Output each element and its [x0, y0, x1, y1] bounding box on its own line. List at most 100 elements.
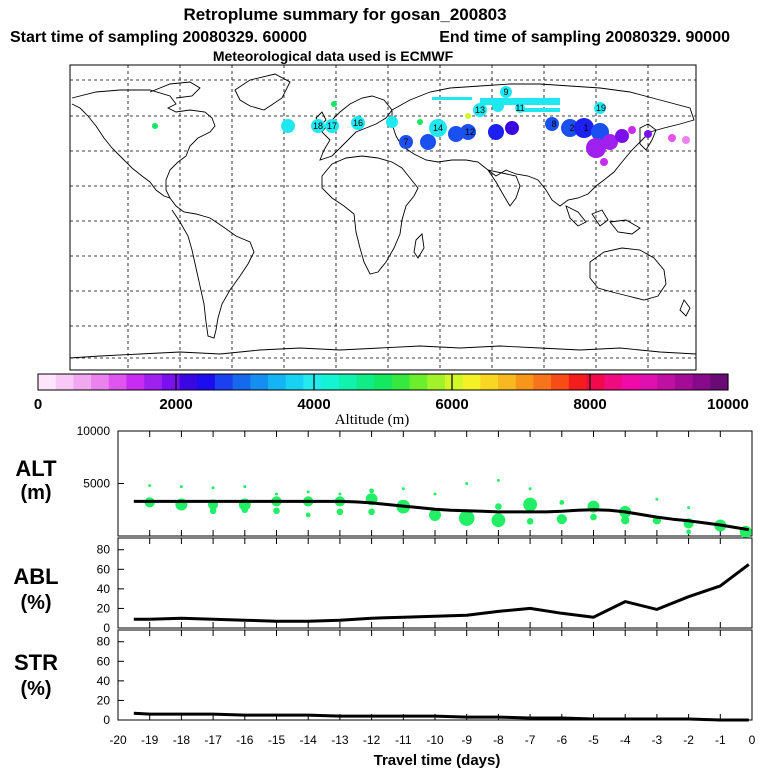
alt-marker: [526, 518, 534, 525]
map-grid: [70, 65, 696, 370]
colorbar-cell: [480, 374, 499, 390]
colorbar-cell: [161, 374, 181, 390]
x-tick-label: -9: [461, 733, 472, 747]
colorbar-cell: [356, 374, 375, 390]
colorbar-cell: [321, 374, 340, 390]
colorbar-cell: [498, 374, 517, 390]
colorbar-cell: [533, 374, 552, 390]
colorbar-cell: [268, 374, 287, 390]
alt-marker: [429, 509, 441, 521]
colorbar-cell: [568, 374, 588, 390]
met-data-label: Meteorological data used is ECMWF: [213, 48, 454, 64]
alt-marker: [528, 487, 532, 491]
alt-series-line: [133, 499, 750, 532]
colorbar-cell: [338, 374, 358, 390]
alt-marker: [491, 513, 506, 528]
x-tick-label: -1: [715, 733, 726, 747]
colorbar-cell: [551, 374, 570, 390]
colorbar-tick-label: 4000: [297, 396, 330, 413]
x-tick-label: -12: [363, 733, 381, 747]
svg-text:13: 13: [475, 105, 485, 115]
alt-ytick-label: 10000: [77, 424, 111, 438]
plume-markers: [152, 86, 690, 166]
alt-marker: [433, 492, 437, 496]
world-map: 19 18 17 16 14 13 12 11 9 8 7 2 1: [69, 64, 697, 371]
x-tick-label: -3: [652, 733, 663, 747]
abl-ytick-label: 0: [103, 621, 110, 635]
svg-text:1: 1: [583, 123, 588, 133]
colorbar-cell: [692, 374, 711, 390]
x-tick-label: -8: [493, 733, 504, 747]
abl-frame: [117, 537, 753, 629]
x-tick-label: -16: [236, 733, 254, 747]
x-tick-label: -7: [525, 733, 536, 747]
colorbar-tick-label: 0: [34, 396, 42, 413]
x-tick-label: -2: [683, 733, 694, 747]
alt-ylabel: ALT: [15, 456, 57, 481]
colorbar-cell: [710, 374, 729, 390]
coastlines: [69, 73, 697, 359]
alt-marker: [621, 516, 630, 525]
colorbar-cell: [674, 374, 694, 390]
str-ytick-label: 80: [97, 635, 111, 649]
colorbar-cell: [38, 374, 57, 390]
alt-marker: [401, 487, 405, 491]
alt-marker: [655, 497, 659, 501]
x-tick-label: -10: [426, 733, 444, 747]
svg-text:9: 9: [503, 87, 508, 97]
colorbar-cell: [214, 374, 234, 390]
colorbar-cell: [657, 374, 676, 390]
x-axis-label: Travel time (days): [374, 752, 501, 768]
alt-ytick-label: 5000: [83, 477, 110, 491]
colorbar-cell: [108, 374, 128, 390]
colorbar-cell: [462, 374, 481, 390]
abl-series-line: [133, 563, 750, 623]
alt-marker: [369, 488, 374, 494]
colorbar-cell: [427, 374, 446, 390]
panel-abl: 0 20 40 60 80 ABL (%): [13, 537, 753, 635]
colorbar-cell: [91, 374, 110, 390]
x-tick-label: -4: [620, 733, 631, 747]
alt-marker: [496, 478, 500, 482]
alt-marker: [590, 513, 597, 521]
str-ytick-label: 60: [97, 654, 111, 668]
svg-text:19: 19: [596, 103, 606, 113]
colorbar-cell: [144, 374, 163, 390]
time-series-panels: 5000 10000 ALT(m) 0 20 40 60 80 ABL (%) 0 20 40 60 80 S…: [13, 424, 755, 747]
svg-text:17: 17: [327, 121, 337, 131]
colorbar-tick-label: 6000: [435, 396, 468, 413]
alt-marker: [241, 506, 249, 514]
alt-marker: [209, 507, 217, 515]
alt-marker: [336, 508, 344, 516]
str-ytick-label: 0: [103, 713, 110, 727]
x-tick-label: -14: [300, 733, 318, 747]
colorbar-cell: [55, 374, 74, 390]
alt-ylabel-unit: (m): [20, 482, 51, 504]
abl-ytick-label: 20: [97, 601, 111, 615]
x-tick-label: -18: [173, 733, 191, 747]
x-tick-label: 0: [749, 733, 756, 747]
alt-marker: [306, 490, 310, 494]
colorbar-cell: [621, 374, 641, 390]
abl-ytick-label: 40: [97, 582, 111, 596]
colorbar-cell: [604, 374, 623, 390]
x-tick-label: -15: [268, 733, 286, 747]
alt-marker: [305, 512, 311, 518]
colorbar-cell: [73, 374, 92, 390]
x-tick-label: -13: [331, 733, 349, 747]
str-ylabel-unit: (%): [20, 678, 51, 700]
panel-alt: 5000 10000 ALT(m): [15, 424, 753, 538]
svg-text:7: 7: [403, 137, 408, 147]
svg-text:16: 16: [353, 118, 363, 128]
figure-title: Retroplume summary for gosan_200803: [183, 5, 506, 24]
svg-text:12: 12: [465, 127, 475, 137]
str-ylabel: STR: [14, 650, 58, 675]
x-tick-label: -5: [588, 733, 599, 747]
x-tick-label: -6: [556, 733, 567, 747]
colorbar-tick-label: 10000: [707, 396, 749, 413]
alt-marker: [686, 529, 691, 535]
x-tick-label: -19: [141, 733, 159, 747]
alt-marker: [211, 486, 215, 490]
alt-marker: [368, 508, 375, 516]
